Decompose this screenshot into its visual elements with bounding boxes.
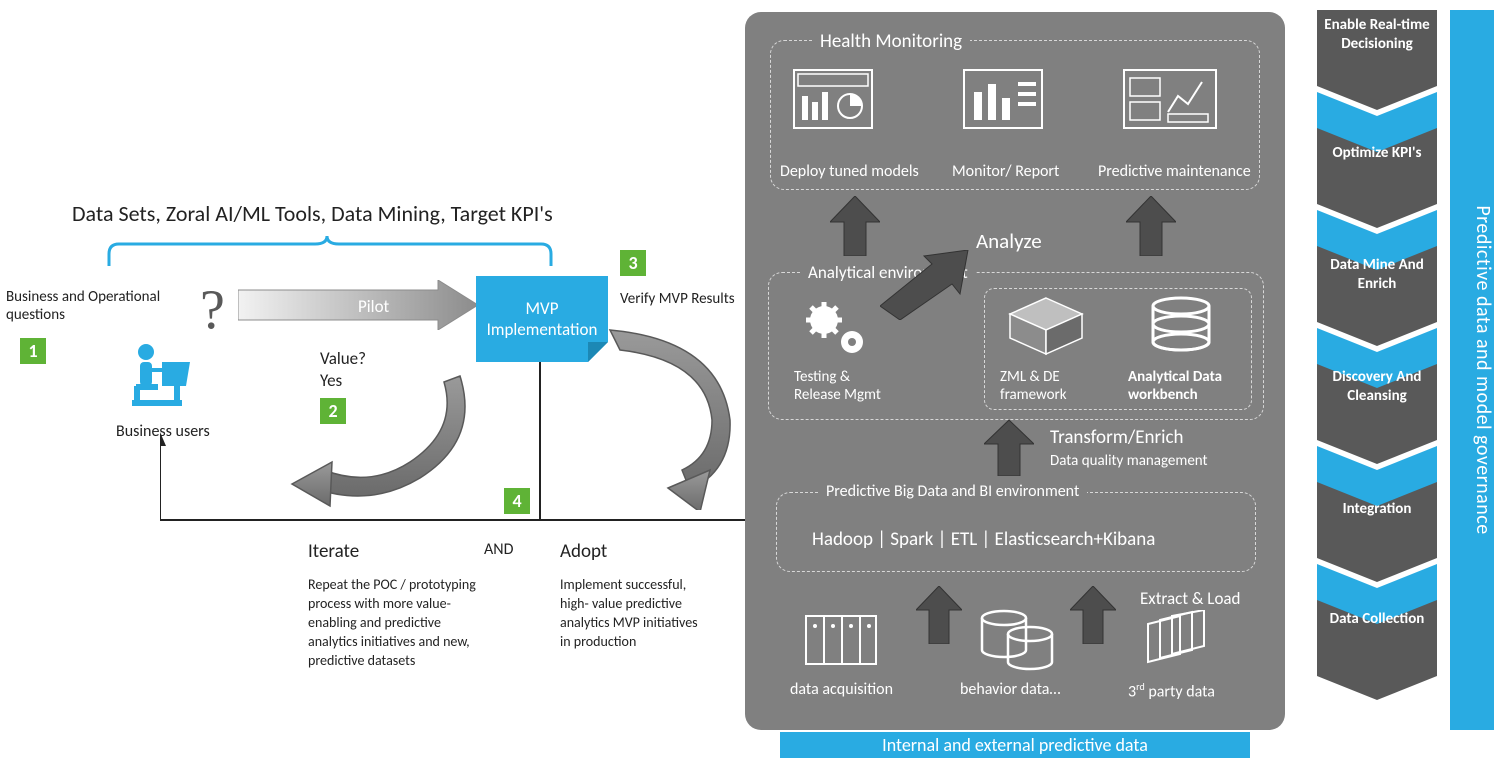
workbench-label: Analytical Data workbench bbox=[1128, 368, 1222, 404]
acq-label: data acquisition bbox=[790, 680, 893, 699]
governance-sidebar-label: Predictive data and model governance bbox=[1451, 205, 1495, 534]
behavior-data-icon bbox=[976, 606, 1056, 672]
gears-icon bbox=[800, 298, 876, 364]
monitor-report-icon bbox=[962, 68, 1044, 130]
analyze-title: Analyze bbox=[976, 228, 1042, 254]
third-party-data-icon bbox=[1140, 610, 1218, 670]
behavior-label: behavior data… bbox=[960, 680, 1061, 699]
chevron-1: Enable Real-time Decisioning bbox=[1317, 16, 1437, 54]
chevron-5: Integration bbox=[1317, 500, 1437, 519]
chevron-3: Data Mine And Enrich bbox=[1317, 256, 1437, 294]
mvp-line1: MVP bbox=[476, 298, 608, 319]
adopt-body: Implement successful, high- value predic… bbox=[560, 576, 710, 652]
iterate-body: Repeat the POC / prototyping process wit… bbox=[308, 576, 488, 670]
testing-label: Testing & Release Mgmt bbox=[794, 368, 881, 404]
up-arrow-icon bbox=[1070, 586, 1116, 644]
predictive-maintenance-icon bbox=[1122, 68, 1218, 130]
chevron-6: Data Collection bbox=[1317, 610, 1437, 629]
tech-stack-label: Hadoop | Spark | ETL | Elasticsearch+Kib… bbox=[812, 528, 1155, 551]
adopt-arrow-icon bbox=[570, 320, 760, 510]
up-arrow-icon bbox=[830, 196, 880, 256]
up-arrow-icon bbox=[984, 420, 1034, 476]
transform-sub: Data quality management bbox=[1050, 452, 1208, 470]
chevron-4: Discovery And Cleansing bbox=[1317, 368, 1437, 406]
deploy-models-icon bbox=[792, 68, 874, 130]
extract-load-label: Extract & Load bbox=[1140, 588, 1240, 609]
up-arrow-icon bbox=[916, 586, 962, 644]
iterate-title: Iterate bbox=[308, 540, 359, 563]
biz-questions-label: Business and Operational questions bbox=[6, 288, 186, 324]
zml-label: ZML & DE framework bbox=[1000, 368, 1067, 404]
adopt-title: Adopt bbox=[560, 540, 607, 563]
step-badge-3: 3 bbox=[620, 250, 646, 276]
monitor-label: Monitor/ Report bbox=[952, 162, 1059, 181]
verify-label: Verify MVP Results bbox=[620, 290, 735, 308]
predictive-label: Predictive maintenance bbox=[1098, 162, 1251, 181]
predictive-env-title: Predictive Big Data and BI environment bbox=[818, 482, 1087, 501]
and-label: AND bbox=[484, 540, 513, 559]
step-badge-1: 1 bbox=[20, 338, 46, 364]
transform-title: Transform/Enrich bbox=[1050, 426, 1183, 449]
question-icon: ? bbox=[200, 278, 225, 342]
step-badge-4: 4 bbox=[504, 488, 530, 514]
zml-cube-icon bbox=[1006, 296, 1086, 358]
health-monitoring-title: Health Monitoring bbox=[812, 30, 970, 53]
data-acquisition-icon bbox=[804, 610, 878, 670]
up-arrow-icon bbox=[1126, 196, 1176, 256]
diag-arrow-icon bbox=[880, 250, 970, 320]
chevron-2: Optimize KPI's bbox=[1317, 144, 1437, 163]
footer-banner: Internal and external predictive data bbox=[780, 732, 1250, 758]
bracket-icon bbox=[105, 236, 555, 270]
left-title: Data Sets, Zoral AI/ML Tools, Data Minin… bbox=[72, 200, 553, 227]
db-stack-icon bbox=[1148, 296, 1214, 358]
deploy-label: Deploy tuned models bbox=[780, 162, 919, 181]
pilot-label: Pilot bbox=[358, 296, 389, 317]
third-label: 3rd party data bbox=[1128, 680, 1215, 701]
